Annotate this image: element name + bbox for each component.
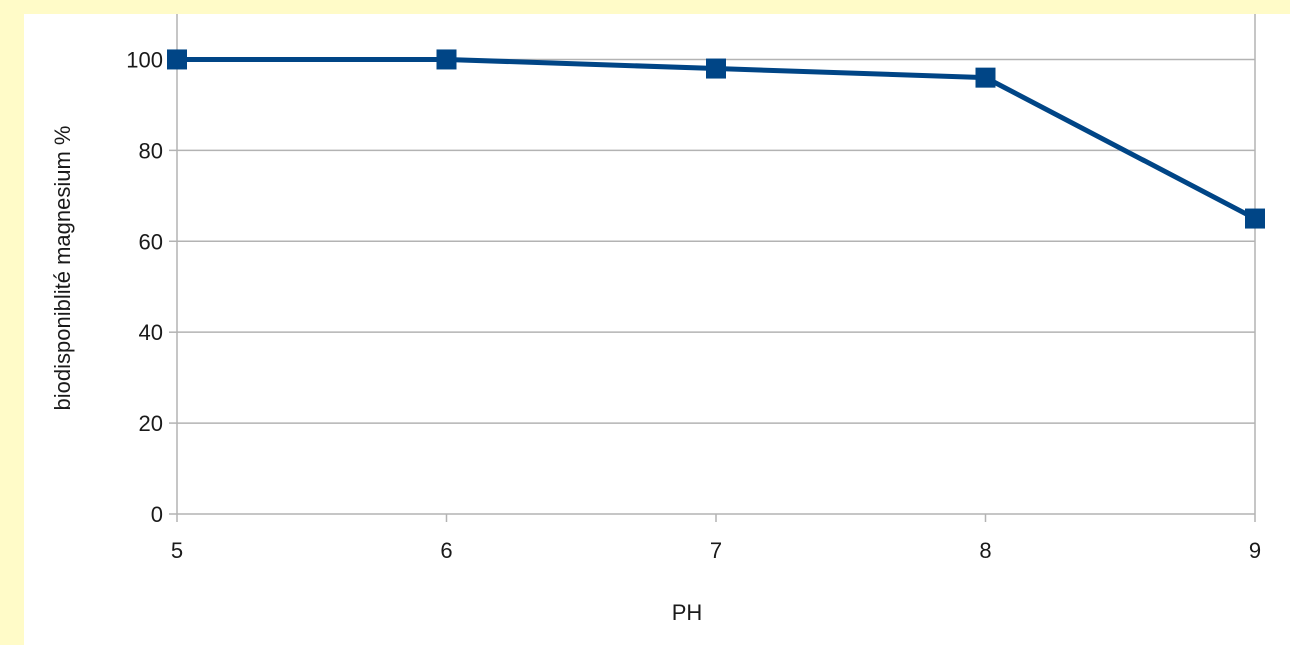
y-tick-label: 60 <box>139 229 163 254</box>
series-group <box>167 49 1265 229</box>
data-point-marker <box>975 67 996 88</box>
data-point-marker <box>706 58 726 79</box>
data-point-marker <box>1245 208 1265 229</box>
grid-lines <box>177 58 1255 424</box>
data-point-marker <box>167 49 187 70</box>
x-tick-label: 8 <box>979 538 991 563</box>
data-point-marker <box>436 49 457 70</box>
y-tick-label: 80 <box>139 138 163 163</box>
x-tick-label: 5 <box>171 538 183 563</box>
x-tick-label: 6 <box>440 538 452 563</box>
x-axis-title: PH <box>672 600 703 625</box>
x-tick-label: 9 <box>1249 538 1261 563</box>
y-axis-title: biodisponiblité magnesium % <box>50 126 75 411</box>
y-tick-label: 0 <box>151 502 163 527</box>
axes <box>169 14 1256 522</box>
chart-panel <box>24 14 1290 645</box>
y-tick-label: 100 <box>126 47 163 72</box>
series-line <box>177 56 1257 221</box>
y-tick-label: 20 <box>139 411 163 436</box>
y-tick-label: 40 <box>139 320 163 345</box>
tick-labels: 0 20 40 60 80 100 5 6 7 8 9 <box>126 47 1261 563</box>
x-tick-label: 7 <box>710 538 722 563</box>
